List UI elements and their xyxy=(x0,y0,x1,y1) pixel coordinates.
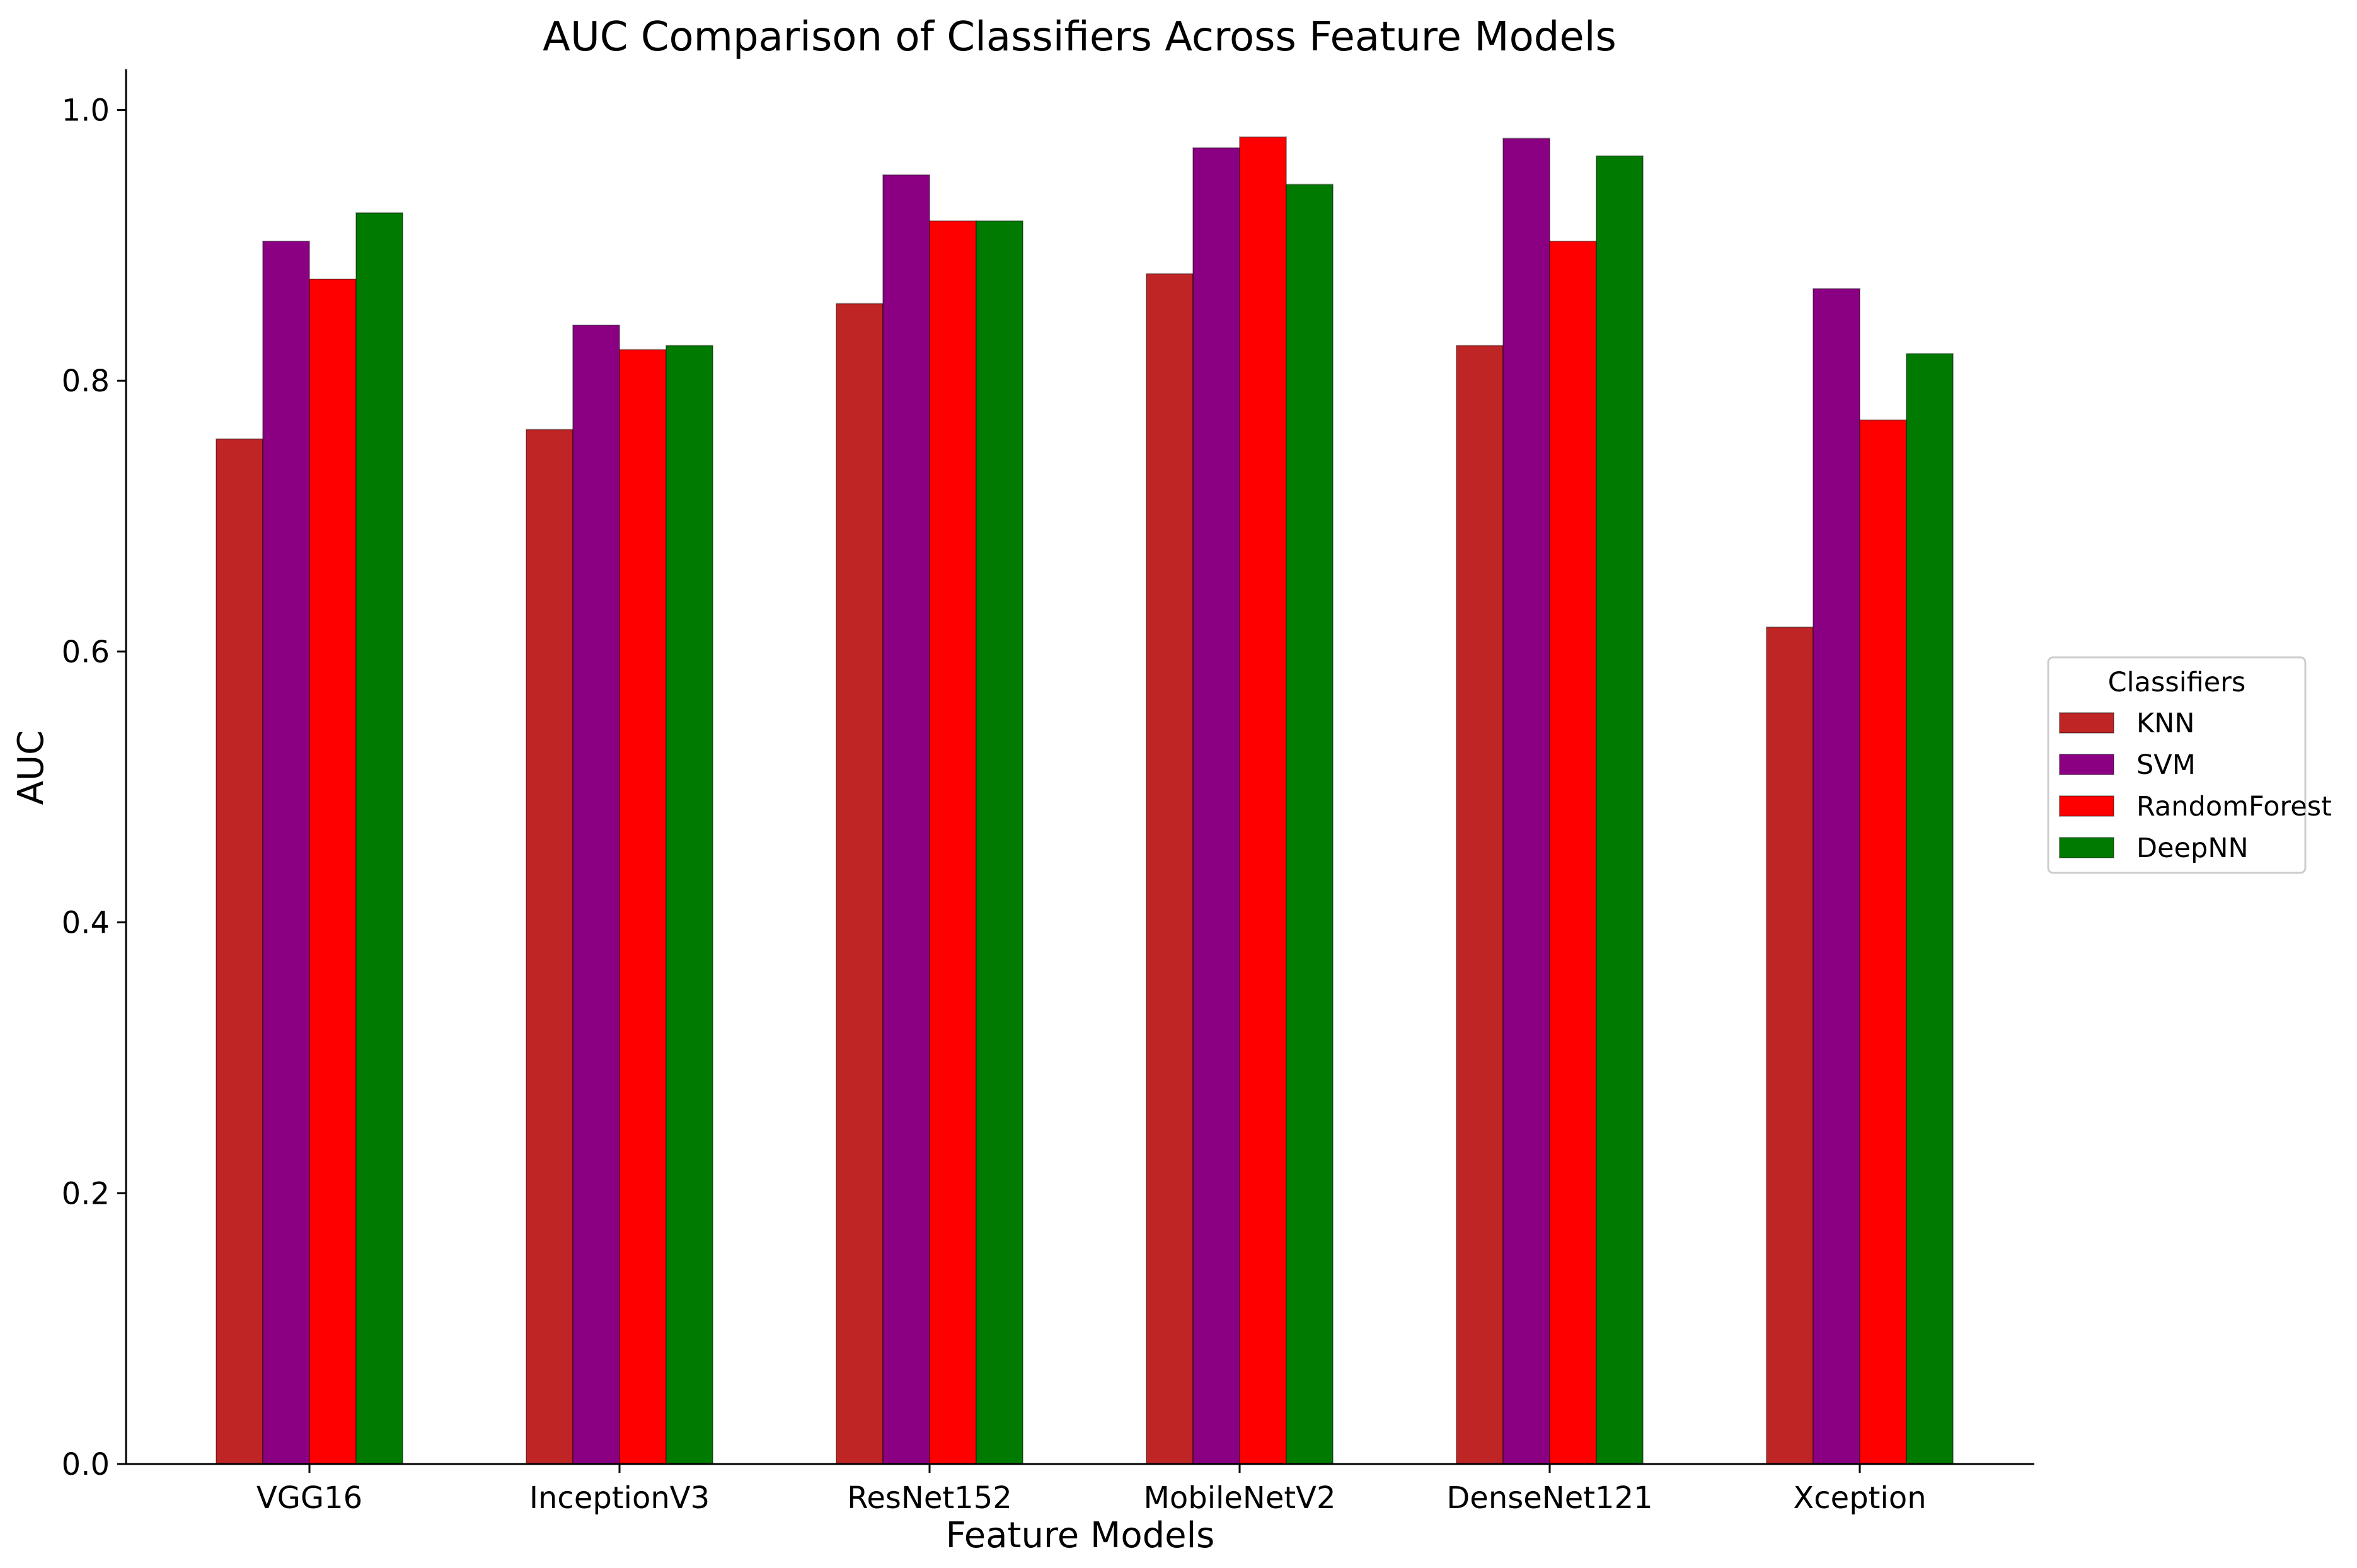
bar-randomforest-densenet121 xyxy=(1549,240,1597,1465)
bar-deepnn-mobilenetv2 xyxy=(1286,183,1334,1465)
bar-knn-inceptionv3 xyxy=(526,429,573,1465)
legend-swatch-svm xyxy=(2059,754,2114,775)
bar-svm-vgg16 xyxy=(262,240,310,1465)
y-tick-label: 1.0 xyxy=(62,93,110,128)
x-tick-label: DenseNet121 xyxy=(1446,1480,1652,1516)
bar-knn-xception xyxy=(1766,626,1814,1465)
legend: Classifiers KNN SVM RandomForest DeepNN xyxy=(2047,656,2332,874)
x-tick-label: Xception xyxy=(1793,1480,1926,1516)
bar-randomforest-inceptionv3 xyxy=(619,349,667,1465)
y-tick-label: 0.0 xyxy=(62,1447,110,1482)
y-ticks-group: 0.0 0.2 0.4 0.6 0.8 1.0 xyxy=(62,93,126,1482)
legend-label-randomforest: RandomForest xyxy=(2136,791,2332,822)
bar-deepnn-xception xyxy=(1906,353,1954,1465)
bar-randomforest-vgg16 xyxy=(309,279,357,1465)
bar-knn-densenet121 xyxy=(1456,345,1504,1465)
y-tick-label: 0.2 xyxy=(62,1176,110,1211)
legend-swatch-randomforest xyxy=(2059,795,2114,817)
x-axis-label: Feature Models xyxy=(946,1515,1215,1556)
legend-label-deepnn: DeepNN xyxy=(2136,833,2249,864)
legend-frame xyxy=(2047,656,2307,874)
bar-randomforest-resnet152 xyxy=(929,220,977,1465)
legend-items: KNN SVM RandomForest DeepNN xyxy=(2059,708,2332,864)
x-tick-label: VGG16 xyxy=(256,1480,362,1516)
bar-randomforest-mobilenetv2 xyxy=(1239,136,1287,1465)
x-tick-label: InceptionV3 xyxy=(529,1480,710,1516)
y-tick-label: 0.8 xyxy=(62,364,110,399)
bar-deepnn-densenet121 xyxy=(1596,155,1644,1465)
legend-swatch-knn xyxy=(2059,712,2114,734)
bar-svm-xception xyxy=(1812,288,1860,1465)
bar-deepnn-vgg16 xyxy=(355,212,403,1465)
bar-knn-vgg16 xyxy=(216,438,263,1465)
bar-svm-mobilenetv2 xyxy=(1192,147,1240,1465)
legend-swatch-deepnn xyxy=(2059,837,2114,858)
bar-deepnn-inceptionv3 xyxy=(666,345,713,1465)
bars-group xyxy=(216,136,1954,1465)
x-tick-label: MobileNetV2 xyxy=(1143,1480,1335,1516)
x-ticks-group: VGG16 InceptionV3 ResNet152 MobileNetV2 Dens… xyxy=(256,1464,1927,1516)
bar-deepnn-resnet152 xyxy=(976,220,1023,1465)
y-tick-label: 0.6 xyxy=(62,635,110,670)
bar-randomforest-xception xyxy=(1859,419,1907,1465)
bar-svm-resnet152 xyxy=(882,174,930,1465)
legend-title: Classifiers xyxy=(2108,667,2246,698)
bar-svm-densenet121 xyxy=(1502,137,1550,1465)
y-tick-label: 0.4 xyxy=(62,906,110,941)
bar-svm-inceptionv3 xyxy=(572,325,620,1465)
chart-title: AUC Comparison of Classifiers Across Fea… xyxy=(543,14,1616,61)
legend-label-knn: KNN xyxy=(2136,708,2195,739)
bar-knn-resnet152 xyxy=(836,303,884,1465)
legend-label-svm: SVM xyxy=(2136,749,2196,781)
bar-knn-mobilenetv2 xyxy=(1146,273,1194,1465)
y-axis-label: AUC xyxy=(11,730,52,805)
x-tick-label: ResNet152 xyxy=(847,1480,1012,1516)
